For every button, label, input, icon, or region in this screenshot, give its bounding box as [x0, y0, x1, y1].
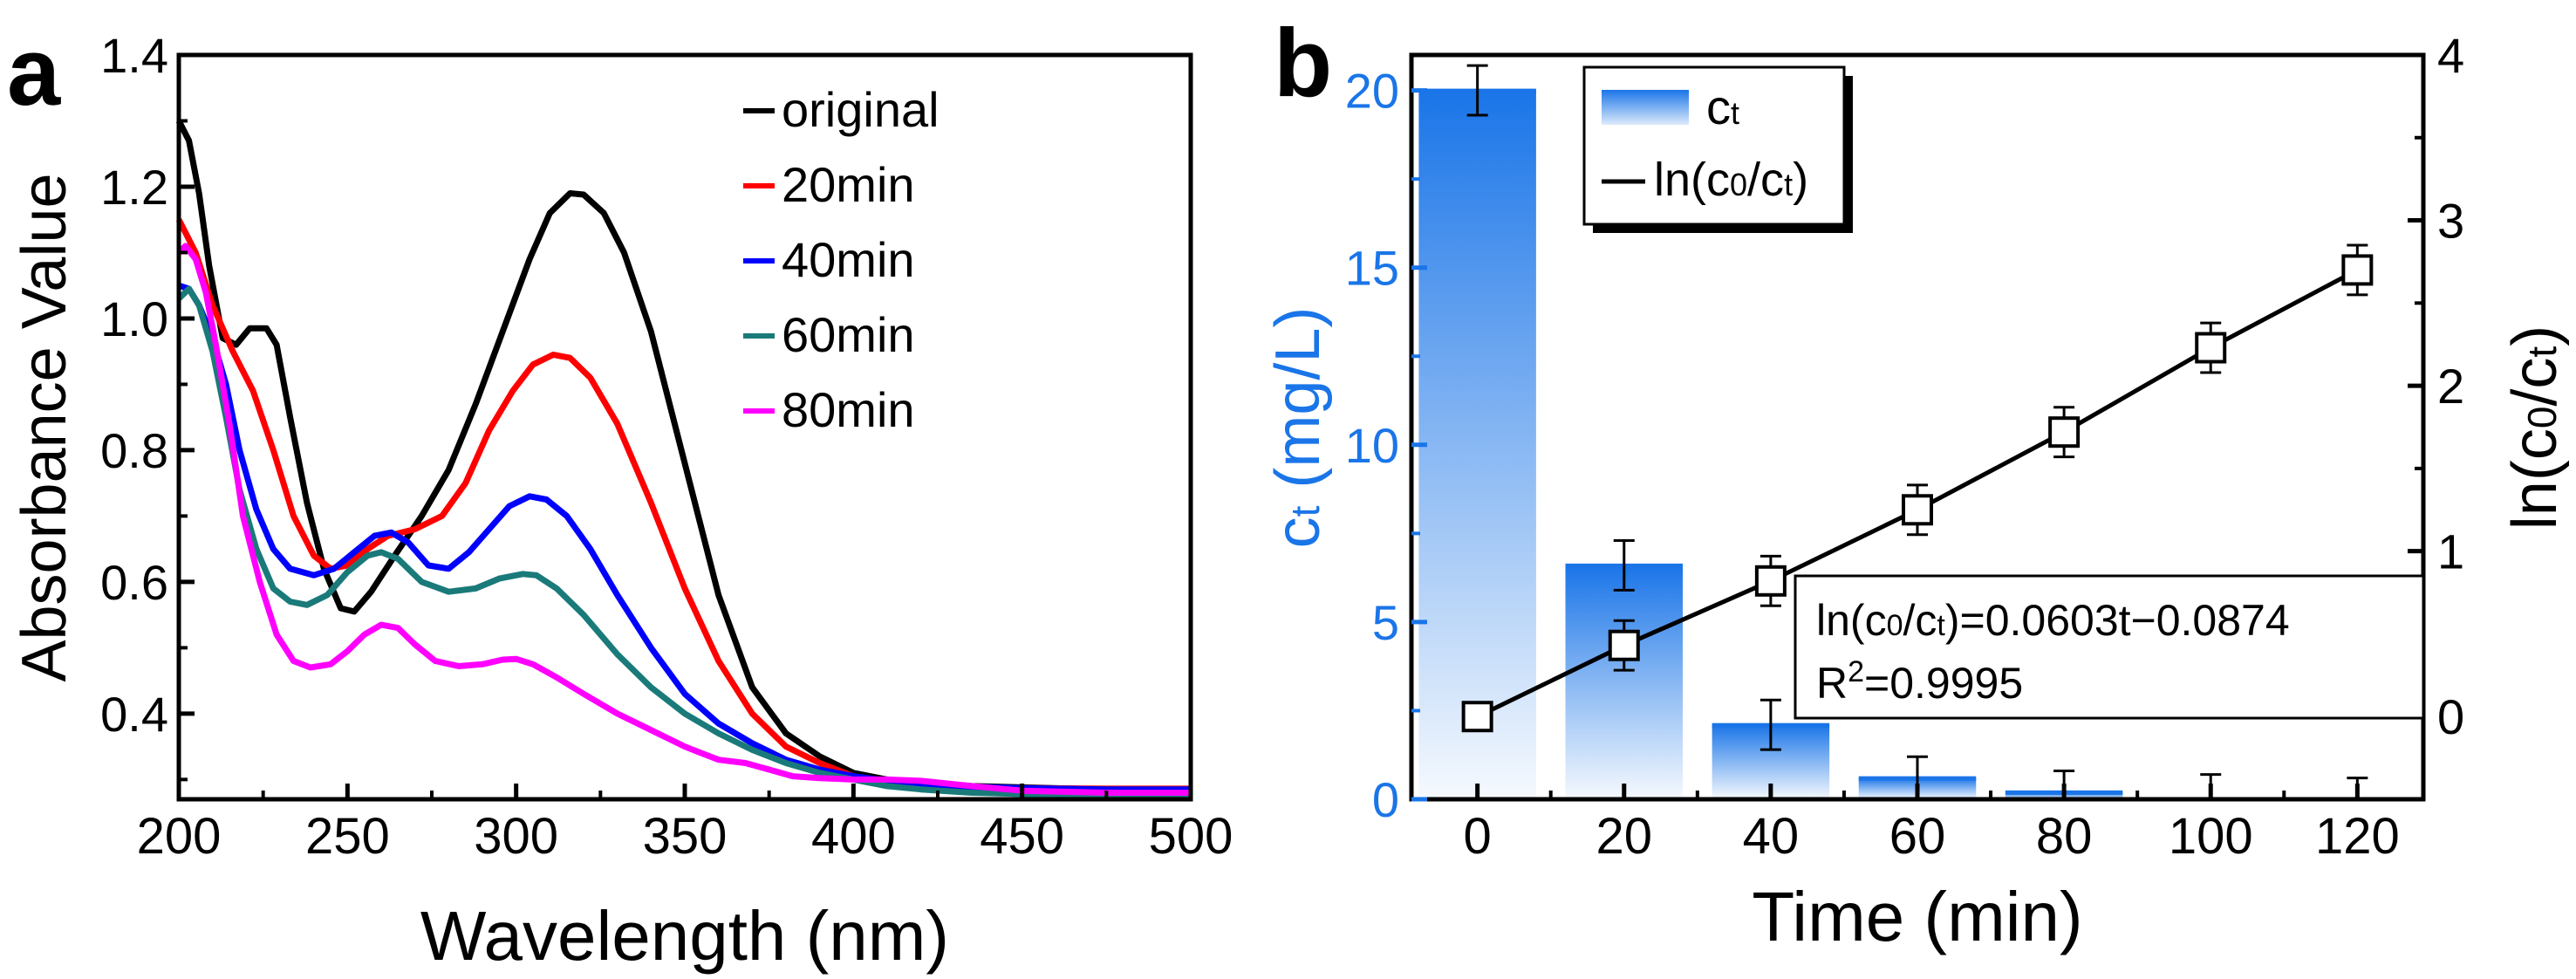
panel-b-legend-line-p3: t [1784, 167, 1793, 202]
panel-b-bar [1565, 565, 1684, 799]
panel-b-point-marker [1902, 494, 1933, 526]
panel-a-y-tick-label: 0.4 [100, 687, 168, 742]
panel-a-legend-label-20min: 20min [782, 157, 915, 212]
panel-a-legend-label-80min: 80min [782, 382, 915, 437]
panel-a-legend: original 20min 40min 60min 80min [743, 82, 940, 437]
panel-b-y-right-axis-label: ln(c0/ct) [2500, 325, 2570, 530]
panel-b-legend: ct ln(c0/ct) [1582, 65, 1853, 233]
panel-b-x-tick-label: 120 [2315, 808, 2400, 865]
panel-b-point-marker [2341, 254, 2374, 286]
panel-a-ticks: 200 250 300 350 400 450 500 0.4 0.6 0.8 1.0 1.2 1.4 [100, 28, 1233, 865]
panel-a-legend-label-40min: 40min [782, 232, 915, 287]
panel-b-x-tick-label: 80 [2036, 808, 2093, 865]
panel-a-x-tick-label: 400 [811, 808, 896, 865]
panel-b-fit-r2: R2=0.9995 [1816, 655, 2023, 708]
panel-a-x-tick-label: 200 [137, 808, 222, 865]
panel-b-fit-eq-p0: ln(c [1816, 596, 1887, 645]
panel-b-point-marker [2195, 332, 2227, 364]
panel-b-fit-eq-p4: )=0.0603t−0.0874 [1945, 596, 2290, 645]
panel-b-x-tick-label: 100 [2169, 808, 2253, 865]
panel-b-y-right-p4: ) [2500, 325, 2570, 346]
panel-b-legend-bar-swatch [1602, 90, 1689, 125]
panel-b-y-right-p1: 0 [2519, 407, 2565, 429]
panel-a-x-tick-label: 450 [980, 808, 1064, 865]
panel-a-y-tick-label: 1.2 [100, 160, 168, 215]
panel-b-y-right-p0: ln(c [2500, 428, 2570, 530]
panel-a-y-tick-label: 1.0 [100, 291, 168, 346]
panel-b-y-left-tick-label: 20 [1345, 64, 1399, 119]
panel-b-y-right-tick-label: 3 [2437, 194, 2464, 249]
panel-b-legend-bar-main: c [1706, 79, 1731, 134]
panel-b-point-marker [1754, 565, 1787, 597]
panel-b-point-marker [2048, 416, 2081, 448]
panel-b-fit-r2-p2: =0.9995 [1864, 659, 2023, 708]
panel-b-y-right-tick-label: 0 [2437, 689, 2464, 744]
panel-b-x-tick-label: 60 [1889, 808, 1946, 865]
panel-b-legend-line-p2: /c [1747, 154, 1784, 206]
panel-a-x-tick-label: 250 [305, 808, 390, 865]
panel-b-point-marker [1461, 701, 1493, 733]
panel-b-legend-bar-label: ct [1706, 79, 1739, 134]
panel-b-fit-eq-p3: t [1937, 609, 1945, 642]
panel-b-legend-line-p0: ln(c [1654, 154, 1730, 206]
panel-b-y-right-p3: t [2519, 346, 2565, 358]
panel-a-x-tick-label: 500 [1149, 808, 1233, 865]
panel-b-fit-eq-p2: /c [1903, 596, 1937, 645]
panel-b-fit-equation: ln(c0/ct)=0.0603t−0.0874 [1816, 596, 2290, 645]
panel-b-point-marker [1608, 629, 1640, 661]
panel-b-label: b [1274, 10, 1332, 117]
panel-a-label: a [7, 18, 61, 126]
panel-a-series-line-40min [177, 282, 1191, 793]
panel-a-x-tick-label: 350 [643, 808, 728, 865]
panel-a-plot-frame [176, 52, 1193, 802]
panel-b-fit-box [1794, 574, 2425, 720]
panel-a-series-line-20min [175, 218, 1191, 792]
panel-a-legend-label-60min: 60min [782, 307, 915, 362]
panel-b-bars [1418, 64, 2368, 800]
panel-b-legend-line-p1: 0 [1730, 167, 1747, 202]
panel-b-fit-eq-p1: 0 [1887, 609, 1903, 642]
panel-b-y-left-tick-label: 5 [1372, 595, 1399, 650]
panel-b-y-right-tick-label: 2 [2437, 359, 2464, 414]
panel-b-y-right-tick-label: 1 [2437, 524, 2464, 579]
panel-a-series-line-80min [176, 243, 1191, 796]
panel-b-fit-r2-p0: R [1816, 659, 1848, 708]
panel-b-line-series [1461, 243, 2374, 733]
panel-b-x-tick-label: 40 [1743, 808, 1800, 865]
panel-a-x-tick-label: 300 [474, 808, 558, 865]
panel-b-legend-line-p4: ) [1793, 154, 1808, 206]
panel-b-x-tick-label: 20 [1596, 808, 1653, 865]
panel-b-legend-bar-sub: t [1731, 95, 1739, 131]
panel-a: a 200 250 300 350 400 450 500 0.4 0.6 0.8 1.0 1.2 1.… [7, 18, 1233, 975]
panel-b-y-left-tick-label: 0 [1372, 772, 1399, 827]
panel-b-y-left-tick-label: 10 [1345, 418, 1399, 473]
panel-a-y-axis-label: Absorbance Value [10, 173, 79, 681]
panel-b-fit-r2-p1: 2 [1848, 655, 1864, 688]
panel-b-fit-annotation: ln(c0/ct)=0.0603t−0.0874 R2=0.9995 [1794, 574, 2425, 720]
panel-a-series [175, 119, 1191, 798]
panel-a-y-tick-label: 1.4 [100, 28, 168, 83]
panel-a-series-line-original [175, 119, 1191, 793]
panel-b-y-right-p2: /c [2500, 358, 2570, 407]
panel-b-y-left-main: c [1263, 517, 1333, 548]
panel-a-legend-label-original: original [782, 82, 940, 137]
panel-b-y-left-sub: t [1282, 505, 1328, 517]
panel-b-x-tick-label: 0 [1464, 808, 1492, 865]
panel-b-y-left-tick-label: 15 [1345, 241, 1399, 296]
panel-a-x-axis-label: Wavelength (nm) [420, 897, 949, 975]
panel-b-y-left-units: (mg/L) [1263, 307, 1333, 506]
panel-b-bar [1418, 90, 1536, 800]
panel-b-y-left-axis-label: ct (mg/L) [1263, 307, 1333, 549]
panel-b-x-axis-label: Time (min) [1752, 878, 2082, 955]
panel-b-legend-line-label: ln(c0/ct) [1654, 154, 1808, 206]
panel-a-y-tick-label: 0.8 [100, 423, 168, 478]
panel-b-y-right-tick-label: 4 [2437, 28, 2464, 83]
panel-a-y-tick-label: 0.6 [100, 555, 168, 610]
panel-a-series-line-60min [176, 285, 1191, 798]
